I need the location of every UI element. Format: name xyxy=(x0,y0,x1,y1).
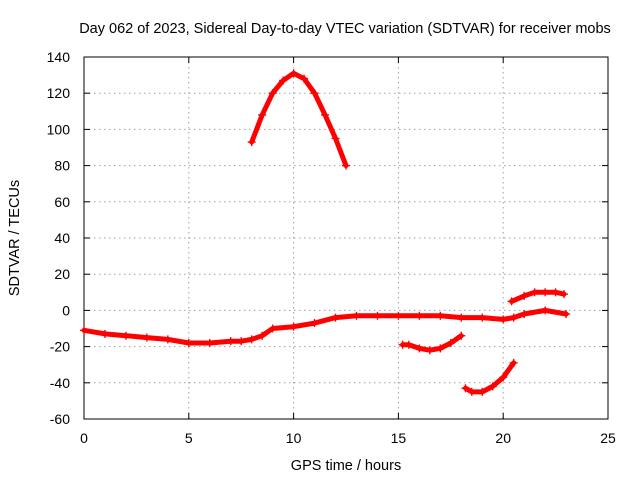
data-point xyxy=(352,311,361,320)
data-point xyxy=(268,324,277,333)
y-tick-label: -60 xyxy=(50,411,70,427)
grid xyxy=(84,57,608,419)
data-point xyxy=(436,344,445,353)
data-point xyxy=(446,338,455,347)
data-point xyxy=(247,335,256,344)
data-point xyxy=(478,387,487,396)
series-line xyxy=(249,70,349,169)
data-point xyxy=(509,358,518,367)
data-point xyxy=(541,288,550,297)
data-point xyxy=(163,335,172,344)
data-point xyxy=(321,110,330,119)
data-point xyxy=(142,333,151,342)
data-point xyxy=(404,340,413,349)
data-point xyxy=(373,311,382,320)
data-point xyxy=(310,89,319,98)
data-point xyxy=(461,384,470,393)
data-series xyxy=(80,69,571,396)
y-tick-label: 80 xyxy=(54,158,70,174)
x-tick-label: 25 xyxy=(600,430,616,446)
data-point xyxy=(425,346,434,355)
y-tick-label: 100 xyxy=(47,121,71,137)
data-point xyxy=(507,297,516,306)
data-point xyxy=(509,313,518,322)
data-point xyxy=(289,69,298,78)
data-point xyxy=(436,311,445,320)
data-point xyxy=(247,138,256,147)
data-point xyxy=(205,338,214,347)
data-point xyxy=(562,310,571,319)
data-point xyxy=(551,288,560,297)
axis-ticks: 0 5 10 15 20 25 -60 -40 -20 0 20 40 60 80 100 120 140 xyxy=(47,49,616,446)
data-point xyxy=(520,310,529,319)
data-point xyxy=(331,313,340,322)
y-tick-label: 140 xyxy=(47,49,71,65)
data-point xyxy=(80,326,88,335)
data-point xyxy=(121,331,130,340)
y-tick-label: 20 xyxy=(54,266,70,282)
x-tick-label: 5 xyxy=(185,430,193,446)
y-tick-label: -20 xyxy=(50,339,70,355)
data-point xyxy=(279,76,288,85)
x-tick-label: 15 xyxy=(391,430,407,446)
data-point xyxy=(258,331,267,340)
data-point xyxy=(499,315,508,324)
chart-title: Day 062 of 2023, Sidereal Day-to-day VTE… xyxy=(79,21,611,37)
data-point xyxy=(310,319,319,328)
data-point xyxy=(289,322,298,331)
x-tick-label: 10 xyxy=(286,430,302,446)
data-point xyxy=(100,329,109,338)
data-point xyxy=(415,344,424,353)
data-point xyxy=(415,311,424,320)
x-tick-label: 20 xyxy=(495,430,511,446)
y-tick-label: 120 xyxy=(47,85,71,101)
data-point xyxy=(478,313,487,322)
data-point xyxy=(258,110,267,119)
data-point xyxy=(457,313,466,322)
y-tick-label: 0 xyxy=(62,302,70,318)
data-point xyxy=(184,338,193,347)
data-point xyxy=(226,337,235,346)
y-tick-label: -40 xyxy=(50,375,70,391)
series-line xyxy=(81,307,569,346)
data-point xyxy=(331,134,340,143)
data-point xyxy=(541,306,550,315)
data-point xyxy=(300,74,309,83)
y-axis-label: SDTVAR / TECUs xyxy=(7,180,23,296)
y-tick-label: 60 xyxy=(54,194,70,210)
x-axis-label: GPS time / hours xyxy=(291,458,401,474)
data-point xyxy=(520,291,529,300)
data-point xyxy=(467,387,476,396)
data-point xyxy=(530,288,539,297)
data-point xyxy=(488,382,497,391)
data-point xyxy=(268,89,277,98)
data-point xyxy=(499,373,508,382)
y-tick-label: 40 xyxy=(54,230,70,246)
data-point xyxy=(559,290,568,299)
data-point xyxy=(342,161,350,170)
data-point xyxy=(394,311,403,320)
data-point xyxy=(457,331,466,340)
data-point xyxy=(237,337,246,346)
x-tick-label: 0 xyxy=(80,430,88,446)
